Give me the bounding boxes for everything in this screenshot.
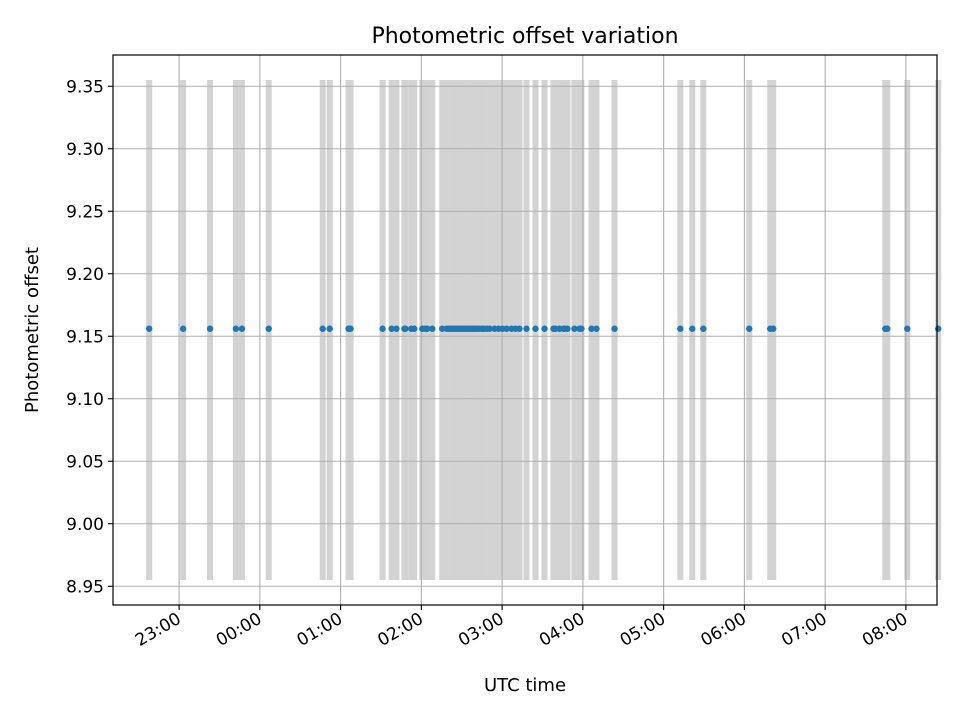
data-point — [402, 325, 409, 332]
data-points — [146, 325, 942, 332]
data-point — [326, 325, 333, 332]
y-tick-label: 9.05 — [66, 452, 104, 472]
y-tick-label: 9.10 — [66, 390, 104, 410]
data-point — [206, 325, 214, 332]
y-tick-label: 9.20 — [66, 265, 104, 285]
data-point — [532, 325, 539, 332]
data-point — [424, 325, 431, 332]
data-point — [388, 325, 395, 332]
data-point — [571, 325, 578, 332]
y-tick-label: 8.95 — [66, 577, 104, 597]
data-point — [677, 325, 684, 332]
y-tick-label: 9.25 — [66, 202, 104, 222]
x-axis-label: UTC time — [484, 675, 566, 696]
data-point — [689, 325, 696, 332]
data-point — [439, 325, 446, 332]
y-axis-ticks: 8.95 9.00 9.05 9.10 9.15 9.20 9.25 9.30 9.35 — [66, 77, 113, 597]
data-point — [411, 325, 418, 332]
data-point — [523, 325, 530, 332]
data-point — [486, 325, 493, 332]
data-point — [746, 325, 753, 332]
data-point — [593, 325, 600, 332]
y-axis-label: Photometric offset — [22, 247, 43, 413]
axes-frame — [112, 54, 938, 606]
grid — [113, 55, 937, 605]
data-point — [564, 325, 571, 332]
data-point — [379, 325, 386, 332]
data-point — [265, 325, 272, 332]
data-point — [770, 325, 777, 332]
y-tick-label: 9.15 — [66, 327, 104, 347]
data-point — [238, 325, 246, 332]
data-point — [319, 325, 326, 332]
data-point — [232, 325, 240, 332]
y-tick-label: 9.30 — [66, 140, 104, 160]
data-point — [578, 325, 585, 332]
data-point — [611, 325, 618, 332]
data-point — [516, 325, 523, 332]
data-point — [393, 325, 400, 332]
data-point — [588, 325, 595, 332]
data-point — [429, 325, 436, 332]
data-point — [904, 325, 911, 332]
data-point — [884, 325, 891, 332]
chart-title: Photometric offset variation — [371, 24, 678, 49]
y-tick-label: 9.00 — [66, 515, 104, 535]
data-point — [935, 325, 942, 332]
data-point — [179, 325, 187, 332]
data-point — [700, 325, 707, 332]
data-point — [503, 325, 510, 332]
data-point — [541, 325, 548, 332]
data-point — [146, 325, 153, 332]
y-tick-label: 9.35 — [66, 77, 104, 97]
data-point — [347, 325, 354, 332]
